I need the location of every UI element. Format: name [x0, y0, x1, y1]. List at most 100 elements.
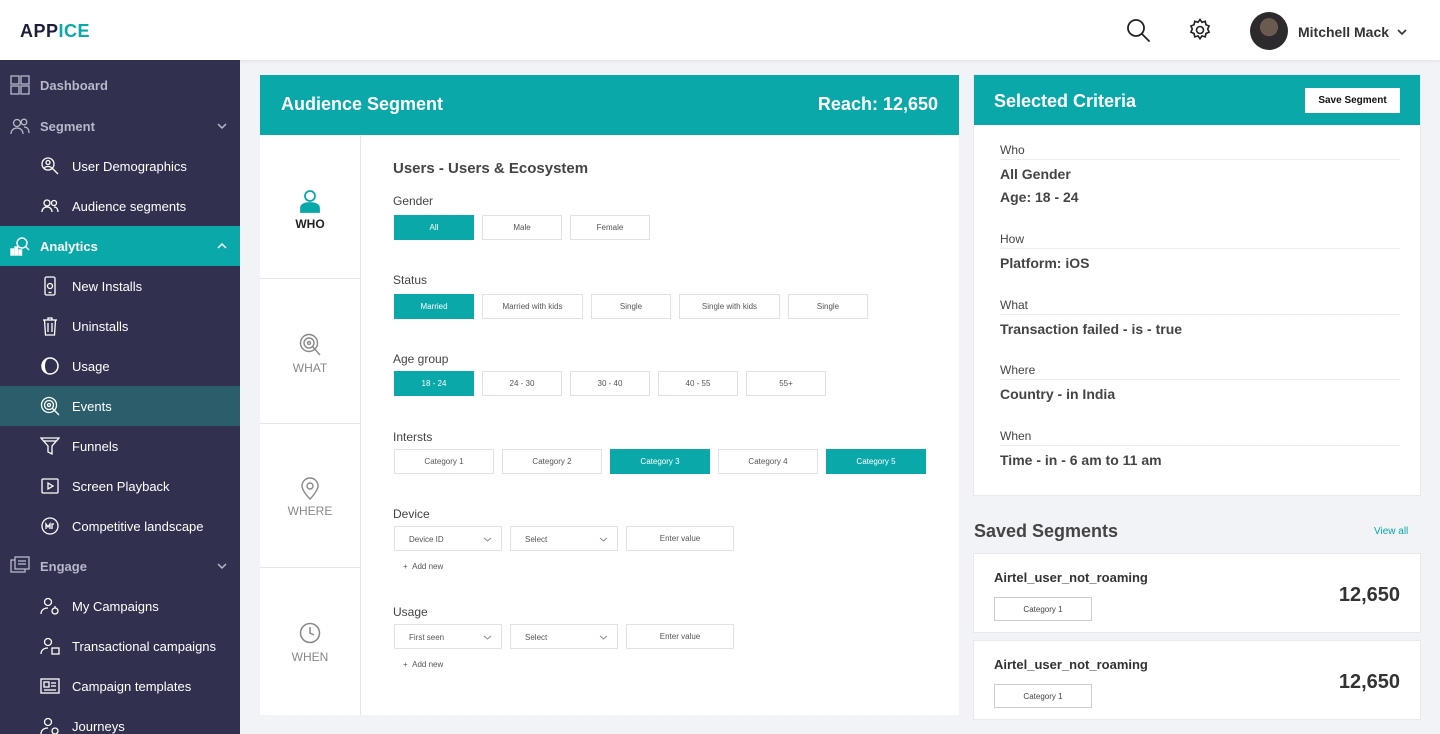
- selected-criteria-header: Selected Criteria Save Segment: [974, 75, 1420, 125]
- select-value: Select: [525, 633, 548, 642]
- saved-segment-name: Airtel_user_not_roaming: [994, 657, 1148, 672]
- age-group-label: Age group: [393, 352, 449, 366]
- sidebar-item-label: Usage: [72, 358, 110, 374]
- sidebar-item-label: New Installs: [72, 278, 143, 294]
- sidebar-item-segment[interactable]: Segment: [0, 106, 240, 146]
- sidebar-item-label: Competitive landscape: [72, 518, 204, 534]
- user-name[interactable]: Mitchell Mack: [1298, 24, 1390, 40]
- sidebar-item-analytics[interactable]: Analytics: [0, 226, 240, 266]
- divider: [1000, 445, 1400, 446]
- criteria-where-value: Country - in India: [1000, 386, 1116, 402]
- age-chip-55-plus[interactable]: 55+: [746, 371, 826, 396]
- saved-segment-count: 12,650: [1338, 671, 1400, 693]
- sidebar-item-my-campaigns[interactable]: My Campaigns: [0, 586, 240, 626]
- sidebar-item-label: Uninstalls: [72, 318, 129, 334]
- sidebar-item-funnels[interactable]: Funnels: [0, 426, 240, 466]
- age-chip-30-40[interactable]: 30 - 40: [570, 371, 650, 396]
- usage-operator-select[interactable]: Select: [510, 624, 618, 649]
- criteria-who-label: Who: [1000, 143, 1025, 157]
- gender-chip-all[interactable]: All: [394, 215, 474, 240]
- tab-who[interactable]: WHO: [260, 135, 360, 279]
- gender-chip-female[interactable]: Female: [570, 215, 650, 240]
- status-chip-married-with-kids[interactable]: Married with kids: [482, 294, 583, 319]
- age-chip-40-55[interactable]: 40 - 55: [658, 371, 738, 396]
- chevron-down-icon: [599, 635, 608, 640]
- tab-label: WHEN: [291, 650, 329, 664]
- tab-label: WHAT: [292, 361, 328, 375]
- sidebar-item-new-installs[interactable]: New Installs: [0, 266, 240, 306]
- sidebar-item-screen-playback[interactable]: Screen Playback: [0, 466, 240, 506]
- status-chip-single-with-kids[interactable]: Single with kids: [679, 294, 780, 319]
- sidebar-item-label: Audience segments: [72, 198, 187, 214]
- status-chip-married[interactable]: Married: [394, 294, 474, 319]
- tab-what[interactable]: WHAT: [260, 280, 360, 424]
- sidebar-item-user-demographics[interactable]: User Demographics: [0, 146, 240, 186]
- device-add-new[interactable]: + Add new: [403, 562, 444, 571]
- interest-chip-category-1[interactable]: Category 1: [394, 449, 494, 474]
- saved-segment-card[interactable]: Airtel_user_not_roaming Category 1 12,65…: [974, 554, 1420, 632]
- journey-icon: [40, 717, 59, 734]
- segment-tabs: WHO WHAT WHERE WHEN: [260, 135, 361, 715]
- sidebar-item-uninstalls[interactable]: Uninstalls: [0, 306, 240, 346]
- device-value-input[interactable]: Enter value: [626, 526, 734, 551]
- interest-chip-category-2[interactable]: Category 2: [502, 449, 602, 474]
- sidebar-item-label: Campaign templates: [72, 678, 192, 694]
- selected-criteria-card: Selected Criteria Save Segment Who All G…: [974, 75, 1420, 495]
- search-icon[interactable]: [1126, 18, 1150, 42]
- usage-add-new[interactable]: + Add new: [403, 660, 444, 669]
- clock-icon: [299, 622, 321, 644]
- tab-where[interactable]: WHERE: [260, 424, 360, 568]
- usage-field-select[interactable]: First seen: [394, 624, 502, 649]
- divider: [1000, 159, 1400, 160]
- sidebar-item-competitive-landscape[interactable]: Competitive landscape: [0, 506, 240, 546]
- saved-segment-count: 12,650: [1338, 584, 1400, 606]
- sidebar-item-label: Analytics: [40, 238, 98, 254]
- status-chip-single[interactable]: Single: [591, 294, 671, 319]
- view-all-link[interactable]: View all: [1374, 526, 1409, 537]
- sidebar-item-events[interactable]: Events: [0, 386, 240, 426]
- age-chip-24-30[interactable]: 24 - 30: [482, 371, 562, 396]
- sidebar: Dashboard Segment User Demographics Audi…: [0, 60, 240, 734]
- sidebar-item-engage[interactable]: Engage: [0, 546, 240, 586]
- usage-value-input[interactable]: Enter value: [626, 624, 734, 649]
- chevron-down-icon[interactable]: [1396, 27, 1408, 37]
- campaign-icon: [40, 597, 59, 615]
- gender-chip-male[interactable]: Male: [482, 215, 562, 240]
- reach-count: Reach: 12,650: [817, 94, 938, 114]
- sidebar-item-campaign-templates[interactable]: Campaign templates: [0, 666, 240, 706]
- status-chip-single-2[interactable]: Single: [788, 294, 868, 319]
- status-label: Status: [393, 273, 428, 287]
- saved-segment-category: Category 1: [994, 597, 1092, 621]
- device-field-select[interactable]: Device ID: [394, 526, 502, 551]
- interest-chip-category-5[interactable]: Category 5: [826, 449, 926, 474]
- analytics-icon: [10, 237, 30, 256]
- sidebar-item-usage[interactable]: Usage: [0, 346, 240, 386]
- sidebar-item-dashboard[interactable]: Dashboard: [0, 65, 240, 105]
- device-operator-select[interactable]: Select: [510, 526, 618, 551]
- sidebar-item-transactional-campaigns[interactable]: Transactional campaigns: [0, 626, 240, 666]
- criteria-when-label: When: [1000, 429, 1032, 443]
- criteria-when-value: Time - in - 6 am to 11 am: [1000, 452, 1162, 468]
- divider: [1000, 314, 1400, 315]
- top-bar: APPICE Mitchell Mack: [0, 0, 1440, 60]
- audience-segment-title: Audience Segment: [281, 94, 444, 114]
- age-chip-18-24[interactable]: 18 - 24: [394, 371, 474, 396]
- sidebar-item-audience-segments[interactable]: Audience segments: [0, 186, 240, 226]
- saved-segment-card[interactable]: Airtel_user_not_roaming Category 1 12,65…: [974, 641, 1420, 719]
- sidebar-item-journeys[interactable]: Journeys: [0, 706, 240, 734]
- engage-icon: [10, 556, 30, 573]
- criteria-where-label: Where: [1000, 363, 1036, 377]
- sidebar-item-label: Dashboard: [40, 77, 108, 93]
- audience-segment-card: Audience Segment Reach: 12,650 WHO WHAT …: [260, 75, 959, 715]
- interest-chip-category-4[interactable]: Category 4: [718, 449, 818, 474]
- interest-chip-category-3[interactable]: Category 3: [610, 449, 710, 474]
- save-segment-button[interactable]: Save Segment: [1305, 88, 1400, 113]
- tab-when[interactable]: WHEN: [260, 569, 360, 713]
- sidebar-item-label: Screen Playback: [72, 478, 170, 494]
- appice-logo[interactable]: APPICE: [20, 21, 90, 42]
- location-pin-icon: [301, 477, 319, 500]
- logo-text-ice: ICE: [58, 21, 91, 41]
- criteria-what-value: Transaction failed - is - true: [1000, 321, 1183, 337]
- gear-icon[interactable]: [1188, 18, 1212, 42]
- avatar[interactable]: [1250, 12, 1288, 50]
